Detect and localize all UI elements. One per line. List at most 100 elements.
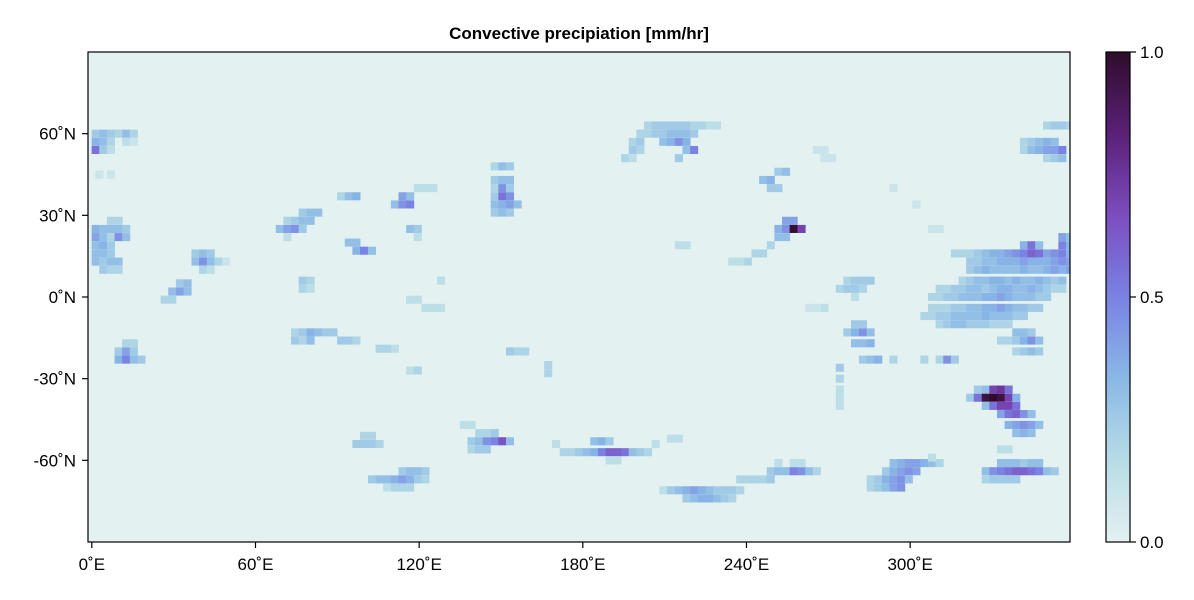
heatmap-cell — [766, 241, 775, 250]
heatmap-cell — [567, 448, 576, 457]
heatmap-cell — [206, 265, 215, 274]
heatmap-cell — [513, 200, 522, 209]
heatmap-cell — [1027, 467, 1036, 476]
heatmap-cell — [421, 303, 430, 312]
heatmap-cell — [1019, 328, 1028, 337]
heatmap-cell — [106, 257, 115, 266]
heatmap-cell — [927, 312, 937, 321]
heatmap-cell — [659, 486, 668, 495]
heatmap-cell — [106, 233, 115, 242]
heatmap-cell — [1027, 241, 1036, 250]
heatmap-cell — [782, 167, 791, 176]
heatmap-cell — [789, 459, 798, 468]
heatmap-cell — [475, 437, 484, 446]
heatmap-cell — [989, 393, 998, 402]
heatmap-cell — [129, 347, 138, 356]
heatmap-cell — [1035, 257, 1044, 266]
heatmap-cell — [291, 328, 300, 337]
heatmap-cell — [91, 233, 100, 242]
y-tick-label: 30˚N — [39, 206, 76, 225]
heatmap-cell — [782, 233, 791, 242]
heatmap-cell — [413, 467, 422, 476]
heatmap-cell — [1035, 303, 1044, 312]
heatmap-cell — [122, 347, 131, 356]
heatmap-cell — [996, 410, 1006, 419]
heatmap-cell — [605, 448, 614, 457]
heatmap-cell — [1027, 276, 1036, 285]
heatmap-cell — [797, 224, 806, 233]
heatmap-cell — [1043, 467, 1052, 476]
heatmap-cell — [306, 328, 315, 337]
heatmap-cell — [413, 224, 422, 233]
heatmap-cell — [1027, 328, 1036, 337]
heatmap-cell — [1012, 336, 1021, 345]
heatmap-cell — [1019, 347, 1028, 356]
heatmap-cell — [106, 145, 115, 155]
heatmap-cell — [705, 121, 714, 130]
heatmap-cell — [283, 216, 292, 225]
heatmap-cell — [751, 249, 760, 258]
heatmap-cell — [966, 249, 975, 258]
heatmap-cell — [505, 347, 515, 356]
heatmap-cell — [99, 265, 108, 274]
heatmap-cell — [1058, 265, 1067, 274]
heatmap-cell — [996, 265, 1006, 274]
heatmap-cell — [129, 339, 138, 348]
heatmap-cell — [544, 369, 553, 378]
heatmap-cell — [805, 467, 814, 476]
heatmap-cell — [996, 276, 1006, 285]
heatmap-cell — [106, 137, 115, 146]
heatmap-cell — [897, 459, 906, 468]
heatmap-cell — [682, 145, 691, 155]
heatmap-cell — [927, 224, 937, 233]
heatmap-cell — [1035, 241, 1044, 250]
heatmap-cell — [321, 328, 330, 337]
heatmap-cell — [91, 129, 100, 138]
heatmap-cell — [666, 486, 675, 495]
heatmap-cell — [183, 287, 192, 296]
heatmap-cell — [889, 184, 898, 193]
heatmap-cell — [375, 439, 384, 449]
heatmap-cell — [674, 129, 683, 138]
heatmap-cell — [99, 129, 108, 138]
heatmap-cell — [897, 475, 906, 484]
heatmap-cell — [989, 385, 998, 394]
heatmap-cell — [1043, 276, 1052, 285]
heatmap-cell — [1058, 276, 1067, 285]
heatmap-cell — [820, 154, 829, 163]
heatmap-cell — [1027, 265, 1036, 274]
heatmap-cell — [789, 467, 798, 476]
heatmap-cell — [1058, 154, 1067, 163]
heatmap-cell — [1012, 475, 1021, 484]
heatmap-cell — [981, 276, 990, 285]
heatmap-cell — [114, 233, 123, 242]
heatmap-cell — [996, 284, 1006, 293]
heatmap-cell — [1004, 257, 1013, 266]
heatmap-cell — [973, 265, 982, 274]
heatmap-cell — [774, 167, 783, 176]
heatmap-cell — [950, 284, 959, 293]
heatmap-cell — [498, 162, 507, 171]
heatmap-cell — [1027, 257, 1036, 266]
heatmap-cell — [406, 295, 415, 304]
heatmap-cell — [1004, 320, 1013, 329]
heatmap-cell — [1043, 249, 1052, 258]
heatmap-cell — [943, 320, 952, 329]
heatmap-cell — [114, 265, 123, 274]
y-tick-label: -30˚N — [33, 370, 76, 389]
y-tick-label: -60˚N — [33, 451, 76, 470]
heatmap-cell — [352, 246, 361, 255]
heatmap-cell — [1058, 249, 1067, 258]
heatmap-cell — [996, 249, 1006, 258]
heatmap-cell — [106, 241, 115, 250]
heatmap-cell — [398, 467, 407, 476]
heatmap-cell — [114, 257, 123, 266]
heatmap-cell — [475, 429, 484, 438]
heatmap-cell — [858, 284, 868, 293]
heatmap-cell — [920, 459, 929, 468]
heatmap-cell — [106, 129, 115, 138]
heatmap-cell — [728, 486, 737, 495]
heatmap-cell — [513, 347, 522, 356]
heatmap-cell — [429, 303, 438, 312]
heatmap-cell — [858, 339, 868, 348]
